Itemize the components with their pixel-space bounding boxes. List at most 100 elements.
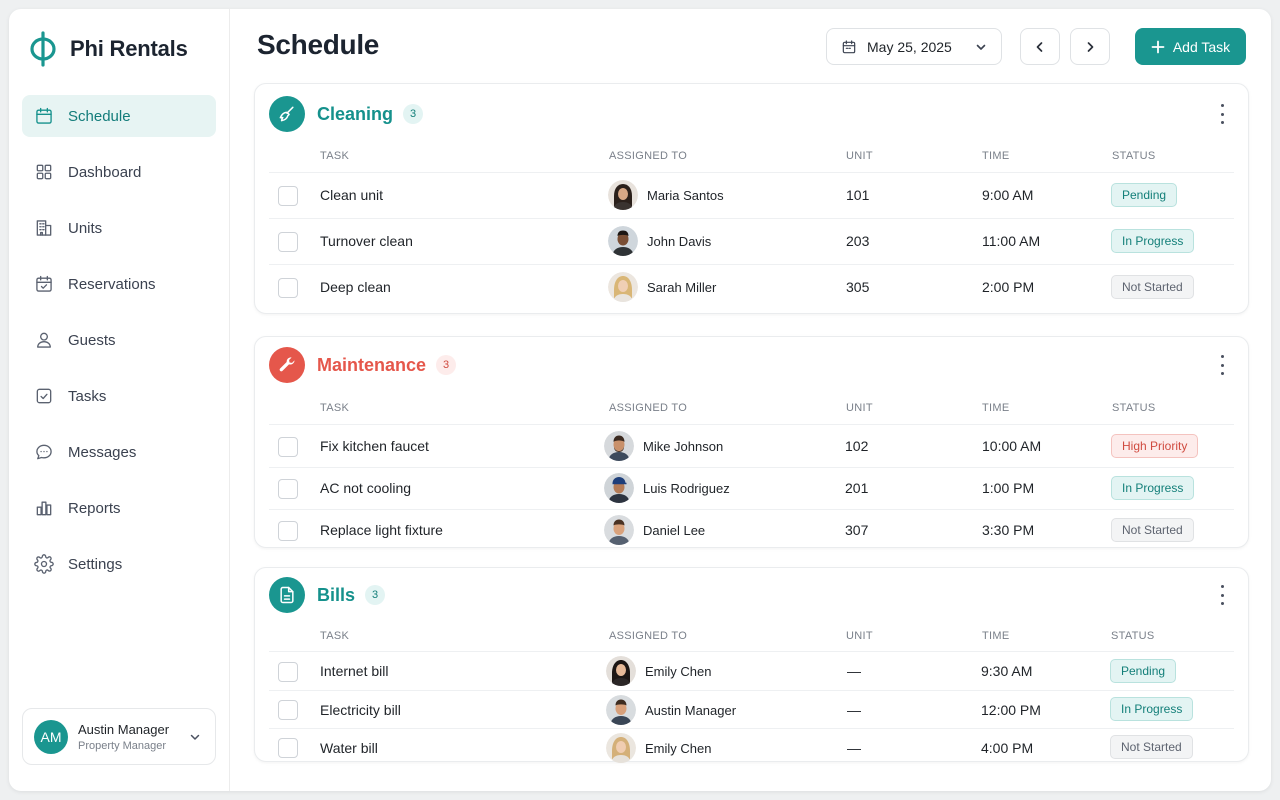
sidebar-item-label: Settings — [68, 555, 123, 573]
column-header-time: TIME — [982, 150, 1010, 162]
task-time: 4:00 PM — [981, 740, 1034, 756]
table-row: Clean unit Maria Santos 101 9:00 AM Pend… — [269, 172, 1234, 218]
task-name: Electricity bill — [320, 702, 401, 718]
chevron-down-icon — [976, 44, 986, 50]
wrench-icon — [269, 347, 305, 383]
assignee: Emily Chen — [606, 733, 711, 763]
section-title: Bills — [317, 584, 356, 605]
sidebar-item-dashboard[interactable]: Dashboard — [22, 151, 216, 193]
assignee: Sarah Miller — [608, 272, 716, 302]
task-checkbox[interactable] — [278, 700, 298, 720]
task-time: 12:00 PM — [981, 702, 1041, 718]
avatar — [604, 431, 634, 461]
task-time: 1:00 PM — [982, 480, 1035, 496]
bar-chart-icon — [36, 501, 52, 516]
assignee-name: John Davis — [647, 233, 712, 249]
next-day-button[interactable] — [1070, 28, 1110, 65]
task-name: Turnover clean — [320, 233, 413, 249]
assignee-name: Maria Santos — [647, 187, 724, 203]
more-options-icon[interactable] — [1214, 585, 1230, 605]
section-header: Maintenance 3 — [269, 347, 457, 383]
task-time: 3:30 PM — [982, 522, 1035, 538]
user-menu[interactable]: AM Austin Manager Property Manager — [22, 708, 216, 765]
column-header-status: STATUS — [1112, 402, 1156, 414]
status-badge: In Progress — [1110, 697, 1194, 721]
task-time: 11:00 AM — [982, 233, 1041, 249]
column-header-assigned: ASSIGNED TO — [609, 402, 688, 414]
task-time: 10:00 AM — [982, 438, 1042, 454]
user-name: Austin Manager — [78, 721, 170, 737]
unit-number: — — [847, 740, 861, 756]
column-header-time: TIME — [982, 402, 1010, 414]
date-picker[interactable]: May 25, 2025 — [826, 28, 1002, 65]
task-time: 9:30 AM — [981, 663, 1033, 679]
checkbox-icon — [36, 388, 52, 404]
chevron-down-icon — [190, 734, 200, 740]
table-row: Fix kitchen faucet Mike Johnson 102 10:0… — [269, 424, 1234, 467]
sidebar-item-label: Reservations — [68, 275, 156, 293]
table-row: Replace light fixture Daniel Lee 307 3:3… — [269, 509, 1234, 549]
count-badge: 3 — [365, 585, 386, 605]
column-header-task: TASK — [320, 402, 350, 414]
assignee: Emily Chen — [606, 656, 711, 686]
building-icon — [36, 220, 52, 236]
task-checkbox[interactable] — [278, 479, 298, 499]
section-title: Cleaning — [317, 103, 394, 124]
task-checkbox[interactable] — [278, 738, 298, 758]
section-title: Maintenance — [317, 354, 427, 375]
sidebar-item-label: Messages — [68, 443, 137, 461]
sidebar-item-schedule[interactable]: Schedule — [22, 95, 216, 137]
task-checkbox[interactable] — [278, 521, 298, 541]
sidebar-item-units[interactable]: Units — [22, 207, 216, 249]
assignee-name: Luis Rodriguez — [643, 480, 730, 496]
unit-number: — — [847, 663, 861, 679]
task-time: 9:00 AM — [982, 187, 1034, 203]
sidebar-item-reservations[interactable]: Reservations — [22, 263, 216, 305]
add-task-button[interactable]: Add Task — [1135, 28, 1246, 65]
sidebar-item-settings[interactable]: Settings — [22, 543, 216, 585]
more-options-icon[interactable] — [1214, 104, 1230, 124]
task-name: Water bill — [320, 740, 378, 756]
task-name: AC not cooling — [320, 480, 412, 496]
status-badge: Not Started — [1111, 518, 1194, 542]
sidebar-item-label: Tasks — [68, 387, 107, 405]
previous-day-button[interactable] — [1020, 28, 1060, 65]
section-header: Cleaning 3 — [269, 96, 424, 132]
sidebar-item-label: Dashboard — [68, 163, 142, 181]
sidebar-item-reports[interactable]: Reports — [22, 487, 216, 529]
sidebar-item-guests[interactable]: Guests — [22, 319, 216, 361]
task-checkbox[interactable] — [278, 437, 298, 457]
table-row: Internet bill Emily Chen — 9:30 AM Pendi… — [269, 651, 1234, 690]
unit-number: 305 — [846, 279, 870, 295]
plus-icon — [1151, 40, 1165, 53]
count-badge: 3 — [436, 355, 457, 375]
bills-section: Bills 3 TASK ASSIGNED TO UNIT TIME STATU… — [254, 567, 1249, 763]
status-badge: Not Started — [1111, 275, 1194, 299]
task-name: Deep clean — [320, 279, 391, 295]
unit-number: 203 — [846, 233, 870, 249]
assignee-name: Mike Johnson — [643, 438, 724, 454]
user-icon — [37, 332, 51, 348]
phi-logo-icon — [30, 31, 56, 67]
maintenance-section: Maintenance 3 TASK ASSIGNED TO UNIT TIME… — [254, 336, 1249, 548]
column-header-task: TASK — [320, 150, 350, 162]
task-checkbox[interactable] — [278, 186, 298, 206]
task-checkbox[interactable] — [278, 232, 298, 252]
sidebar-item-messages[interactable]: Messages — [22, 431, 216, 473]
status-badge: Pending — [1111, 183, 1178, 207]
assignee: Mike Johnson — [604, 431, 723, 461]
calendar-check-icon — [36, 275, 52, 292]
assignee-name: Emily Chen — [645, 663, 712, 679]
task-checkbox[interactable] — [278, 278, 298, 298]
cleaning-section: Cleaning 3 TASK ASSIGNED TO UNIT TIME ST… — [254, 83, 1249, 314]
sidebar-item-tasks[interactable]: Tasks — [22, 375, 216, 417]
column-header-unit: UNIT — [846, 150, 873, 162]
avatar — [606, 733, 636, 763]
sidebar-item-label: Units — [68, 219, 103, 237]
unit-number: — — [847, 702, 861, 718]
more-options-icon[interactable] — [1214, 355, 1230, 375]
assignee: Maria Santos — [608, 180, 724, 210]
avatar — [604, 515, 634, 545]
task-checkbox[interactable] — [278, 662, 298, 682]
avatar — [608, 226, 638, 256]
